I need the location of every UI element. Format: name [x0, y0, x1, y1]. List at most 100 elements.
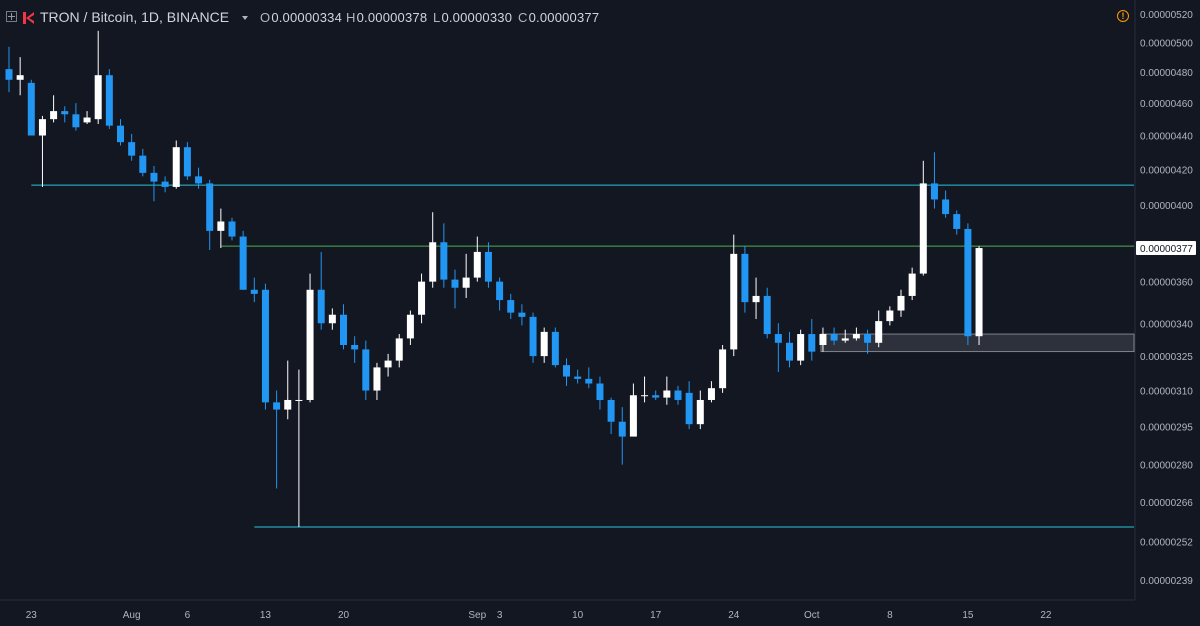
- candle-down[interactable]: [340, 304, 347, 350]
- candle-up[interactable]: [897, 289, 905, 317]
- candle-down[interactable]: [607, 397, 615, 435]
- candle-up[interactable]: [730, 234, 738, 357]
- candle-up[interactable]: [284, 360, 292, 420]
- candle-up[interactable]: [975, 246, 983, 345]
- candle-up[interactable]: [819, 327, 827, 352]
- candle-down[interactable]: [496, 277, 504, 311]
- candle-down[interactable]: [808, 318, 816, 361]
- candle-down[interactable]: [674, 385, 682, 405]
- candle-down[interactable]: [239, 230, 247, 290]
- price-axis[interactable]: 0.00000520 0.00000500 0.00000480 0.00000460…: [1134, 0, 1193, 600]
- candle-down[interactable]: [139, 148, 147, 177]
- candle-up[interactable]: [797, 329, 805, 366]
- candles-layer[interactable]: [5, 30, 983, 528]
- candle-up[interactable]: [373, 362, 381, 400]
- candle-down[interactable]: [930, 152, 938, 209]
- candle-down[interactable]: [195, 167, 203, 189]
- candle-up[interactable]: [395, 334, 403, 368]
- candle-down[interactable]: [786, 331, 793, 368]
- candle-down[interactable]: [942, 190, 950, 218]
- candle-up[interactable]: [94, 30, 102, 125]
- candle-down[interactable]: [250, 277, 258, 303]
- candle-down[interactable]: [830, 327, 838, 345]
- candle-up[interactable]: [852, 327, 860, 341]
- candle-down[interactable]: [161, 176, 169, 193]
- candle-up[interactable]: [919, 160, 927, 276]
- candle-up[interactable]: [295, 369, 303, 528]
- candle-down[interactable]: [685, 381, 693, 430]
- candle-down[interactable]: [440, 223, 448, 288]
- candle-down[interactable]: [362, 340, 370, 400]
- candle-down[interactable]: [150, 165, 158, 202]
- candle-body: [50, 111, 58, 120]
- candle-up[interactable]: [16, 57, 24, 96]
- candle-down[interactable]: [27, 79, 35, 136]
- symbol-title[interactable]: TRON / Bitcoin, 1D, BINANCE: [40, 9, 230, 25]
- candle-down[interactable]: [507, 293, 515, 319]
- candle-down[interactable]: [451, 269, 459, 309]
- candle-down[interactable]: [864, 329, 872, 354]
- candle-down[interactable]: [351, 336, 359, 363]
- candle-down[interactable]: [574, 369, 582, 384]
- candle-up[interactable]: [540, 327, 548, 363]
- candle-up[interactable]: [752, 277, 760, 319]
- candle-down[interactable]: [652, 390, 660, 400]
- candle-up[interactable]: [663, 376, 671, 405]
- ohlc-low: L0.00000330: [433, 10, 513, 25]
- candle-up[interactable]: [306, 273, 314, 403]
- candle-down[interactable]: [741, 246, 749, 313]
- candle-up[interactable]: [719, 344, 727, 393]
- candle-down[interactable]: [563, 358, 570, 386]
- candle-down[interactable]: [953, 210, 961, 235]
- candle-down[interactable]: [964, 223, 972, 345]
- candle-up[interactable]: [384, 353, 392, 377]
- candle-down[interactable]: [518, 304, 526, 326]
- candle-down[interactable]: [551, 327, 559, 368]
- candle-up[interactable]: [50, 95, 58, 123]
- candle-down[interactable]: [763, 287, 771, 339]
- candle-down[interactable]: [261, 283, 269, 410]
- candle-down[interactable]: [618, 407, 626, 465]
- candle-down[interactable]: [273, 390, 281, 489]
- candle-up[interactable]: [629, 383, 637, 437]
- candle-down[interactable]: [5, 46, 13, 93]
- candle-up[interactable]: [841, 329, 849, 343]
- candle-up[interactable]: [641, 376, 649, 403]
- time-axis[interactable]: 23 Aug 6 13 20 Sep 3 10 17 24 Oct 8 15 22: [0, 599, 1135, 621]
- candle-down[interactable]: [117, 119, 124, 146]
- caret-down-icon[interactable]: [242, 16, 248, 20]
- candle-down[interactable]: [183, 142, 191, 180]
- drawings-layer[interactable]: [31, 184, 1135, 528]
- candle-down[interactable]: [529, 312, 537, 363]
- candle-up[interactable]: [886, 306, 894, 326]
- candle-up[interactable]: [462, 253, 470, 298]
- candle-down[interactable]: [774, 323, 782, 372]
- candle-down[interactable]: [128, 133, 136, 161]
- candle-down[interactable]: [72, 103, 80, 131]
- warning-icon[interactable]: !: [1117, 10, 1129, 22]
- candle-up[interactable]: [172, 140, 180, 189]
- candle-down[interactable]: [596, 376, 604, 410]
- candle-down[interactable]: [105, 69, 113, 129]
- candle-down[interactable]: [61, 106, 69, 123]
- candle-up[interactable]: [83, 111, 91, 125]
- candle-down[interactable]: [317, 251, 325, 330]
- candle-up[interactable]: [406, 310, 414, 345]
- plus-square-icon[interactable]: [6, 11, 17, 22]
- candle-up[interactable]: [429, 212, 437, 288]
- candle-up[interactable]: [328, 308, 336, 330]
- candle-up[interactable]: [217, 208, 225, 249]
- candle-up[interactable]: [875, 310, 883, 348]
- candle-down[interactable]: [206, 179, 214, 250]
- candle-up[interactable]: [707, 381, 715, 403]
- candle-up[interactable]: [473, 236, 481, 282]
- candle-up[interactable]: [908, 267, 916, 301]
- candle-down[interactable]: [585, 367, 593, 389]
- candle-up[interactable]: [418, 273, 426, 324]
- candle-down[interactable]: [228, 217, 236, 241]
- candle-down[interactable]: [484, 242, 492, 288]
- candle-body: [161, 181, 169, 187]
- candle-up[interactable]: [696, 390, 704, 430]
- candle-up[interactable]: [38, 115, 46, 187]
